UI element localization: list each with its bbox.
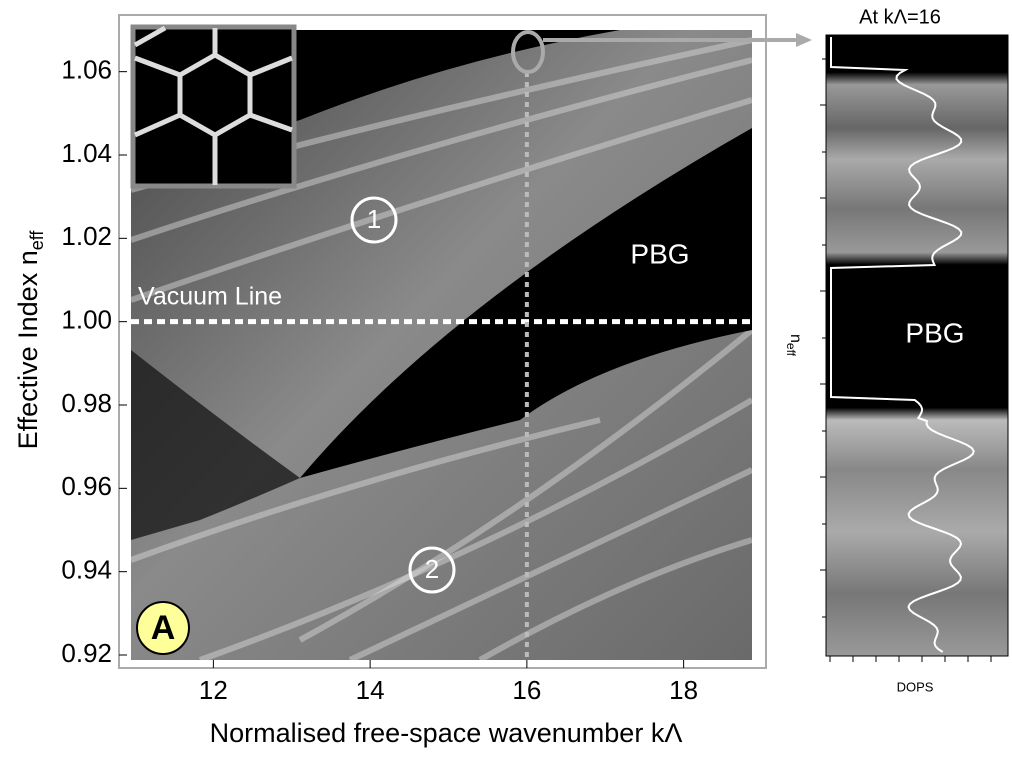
side-title: At kΛ=16 xyxy=(859,6,941,28)
x-tick-label: 14 xyxy=(356,675,385,705)
side-annotation: PBG xyxy=(905,317,964,348)
y-tick-label: 1.02 xyxy=(61,221,112,251)
y-tick-label: 1.00 xyxy=(61,305,112,335)
arrow-head xyxy=(796,33,812,47)
vacuum-label: Vacuum Line xyxy=(138,282,282,310)
side-x-label: DOPS xyxy=(897,679,934,694)
y-tick-label: 0.94 xyxy=(61,555,112,585)
marker-circle xyxy=(350,196,398,244)
y-axis-label: Effective Index neff xyxy=(13,230,47,450)
y-tick-label: 0.92 xyxy=(61,638,112,668)
y-tick-label: 1.06 xyxy=(61,55,112,85)
annotation: 2 xyxy=(425,554,439,584)
y-tick-label: 1.04 xyxy=(61,138,112,168)
panel-badge xyxy=(136,601,190,655)
y-tick-label: 0.98 xyxy=(61,388,112,418)
panel-label: A xyxy=(151,609,176,647)
annotation: 1 xyxy=(367,204,381,234)
y-tick-label: 0.96 xyxy=(61,471,112,501)
x-axis-label: Normalised free-space wavenumber kΛ xyxy=(210,718,683,748)
side-y-label: neff xyxy=(784,334,804,357)
inset-web xyxy=(133,25,293,185)
x-tick-label: 18 xyxy=(669,675,698,705)
dops-curve xyxy=(830,37,975,653)
x-tick-label: 16 xyxy=(512,675,541,705)
side-panel xyxy=(825,34,1009,657)
highlight xyxy=(511,30,545,74)
annotation: PBG xyxy=(630,238,689,269)
marker-circle xyxy=(408,546,456,594)
x-tick-label: 12 xyxy=(199,675,228,705)
